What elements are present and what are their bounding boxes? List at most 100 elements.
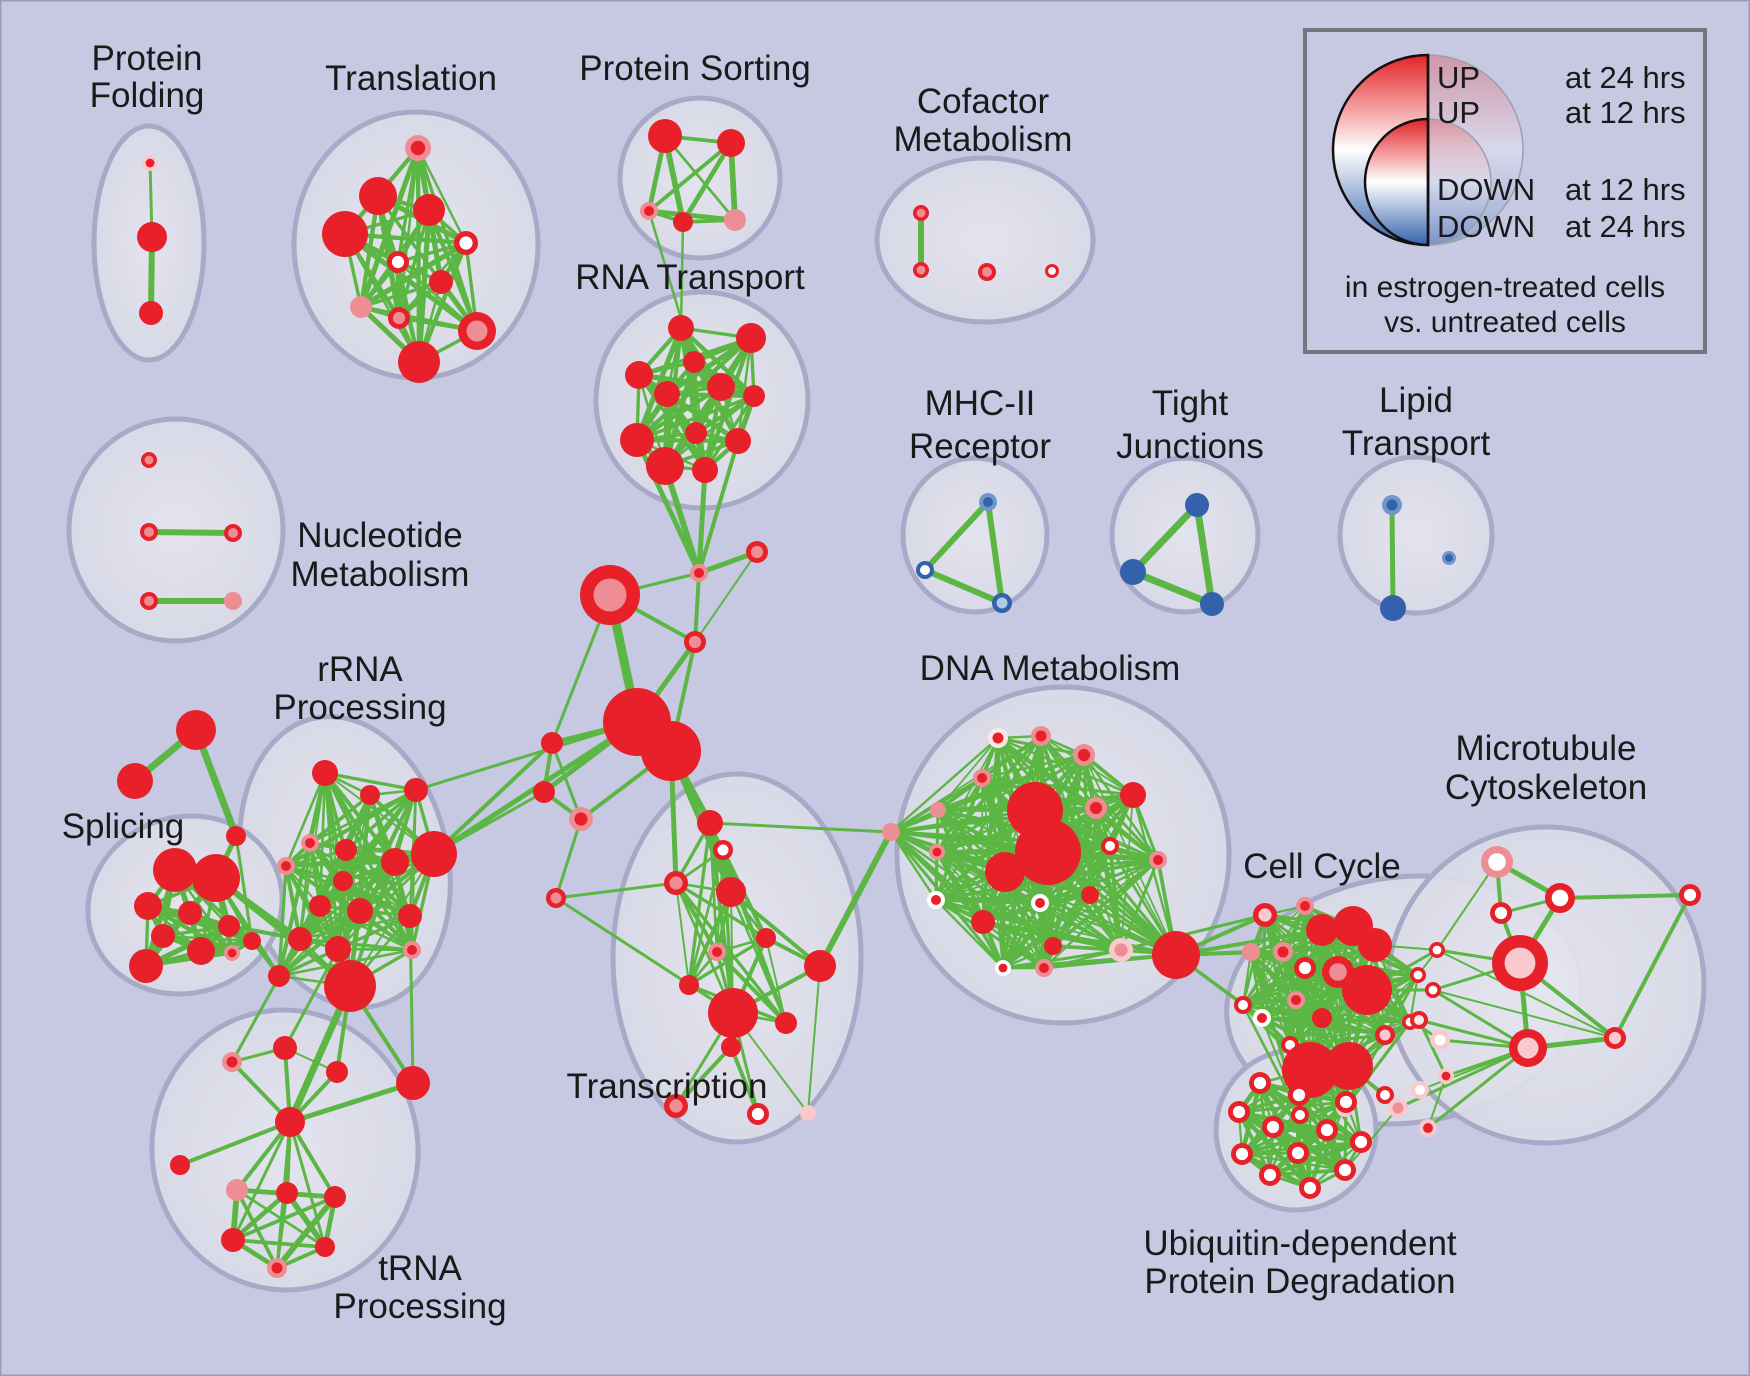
node-ring-st2 bbox=[117, 763, 153, 799]
cluster-label-cell-cycle-line1: Cell Cycle bbox=[1243, 847, 1401, 886]
edge-rna-transport bbox=[664, 335, 754, 397]
node-core-d18 bbox=[1035, 898, 1045, 908]
node-core-n2 bbox=[144, 527, 154, 537]
node-c3 bbox=[1306, 914, 1338, 946]
node-r8 bbox=[381, 848, 409, 876]
node-u5 bbox=[1262, 1116, 1284, 1138]
node-ring-tj2 bbox=[1120, 559, 1146, 585]
node-rt12 bbox=[692, 457, 718, 483]
node-core-u2 bbox=[1292, 1088, 1306, 1102]
node-tj2 bbox=[1120, 559, 1146, 585]
cluster-label-ubiquitin-degradation-line1: Ubiquitin-dependent bbox=[1143, 1224, 1457, 1263]
node-s3 bbox=[134, 892, 162, 920]
node-ring-d16 bbox=[971, 910, 995, 934]
node-ring-st1 bbox=[176, 710, 216, 750]
node-ring-ps1 bbox=[648, 119, 682, 153]
node-rt4 bbox=[683, 351, 705, 373]
node-ring-ps2 bbox=[717, 129, 745, 157]
node-m2 bbox=[1545, 883, 1575, 913]
node-core-m3 bbox=[1494, 906, 1508, 920]
node-r5 bbox=[335, 839, 357, 861]
edge bbox=[674, 1045, 733, 1108]
node-r9 bbox=[411, 831, 457, 877]
node-ring-t2 bbox=[359, 177, 397, 215]
node-rt5 bbox=[654, 381, 680, 407]
node-m1 bbox=[1481, 846, 1513, 878]
node-core-c1 bbox=[1258, 908, 1272, 922]
node-t2 bbox=[359, 177, 397, 215]
node-core-d13 bbox=[932, 847, 942, 857]
node-n2 bbox=[140, 523, 158, 541]
edge bbox=[922, 499, 991, 573]
node-c12 bbox=[1253, 1009, 1271, 1027]
node-ring-tr10 bbox=[708, 988, 758, 1038]
node-c6 bbox=[1242, 943, 1260, 961]
legend-time-4: at 24 hrs bbox=[1565, 209, 1686, 244]
node-d23 bbox=[1152, 931, 1200, 979]
edge-transcription bbox=[687, 821, 712, 987]
node-core-pf1 bbox=[145, 158, 155, 168]
node-m9 bbox=[1604, 1027, 1626, 1049]
node-cm1 bbox=[913, 205, 929, 221]
node-n4 bbox=[140, 592, 158, 610]
node-ring-tn6 bbox=[170, 1155, 190, 1175]
node-ring-s6 bbox=[151, 924, 175, 948]
node-ring-c17 bbox=[1325, 1042, 1373, 1090]
node-u8 bbox=[1231, 1143, 1253, 1165]
node-d3 bbox=[1073, 744, 1095, 766]
node-ring-rt8 bbox=[620, 423, 654, 457]
node-core-m4 bbox=[1432, 945, 1442, 955]
node-ring-r5 bbox=[335, 839, 357, 861]
node-ring-tn7 bbox=[226, 1179, 248, 1201]
node-lp3 bbox=[1442, 551, 1456, 565]
edge-cell-cycle bbox=[1241, 966, 1307, 1007]
node-ps3 bbox=[640, 202, 658, 220]
cluster-label-trna-processing-line2: Processing bbox=[333, 1287, 506, 1326]
node-core-u8 bbox=[1235, 1147, 1249, 1161]
node-tn1 bbox=[222, 1052, 242, 1072]
cluster-label-translation-line1: Translation bbox=[325, 59, 497, 98]
edge-dna bbox=[1001, 893, 1092, 970]
node-c7 bbox=[1273, 942, 1293, 962]
node-ring-r9 bbox=[411, 831, 457, 877]
legend-time-3: at 12 hrs bbox=[1565, 172, 1686, 207]
node-ps5 bbox=[724, 209, 746, 231]
node-t10 bbox=[458, 312, 496, 350]
node-tr15 bbox=[800, 1105, 816, 1121]
node-c8 bbox=[1294, 957, 1316, 979]
node-tn2 bbox=[273, 1036, 297, 1060]
node-core-c11 bbox=[1238, 1000, 1248, 1010]
node-st2 bbox=[117, 763, 153, 799]
edge-cell-cycle bbox=[1242, 951, 1284, 1006]
node-ring-rt5 bbox=[654, 381, 680, 407]
node-x1 bbox=[690, 564, 708, 582]
node-core-n1 bbox=[144, 455, 154, 465]
edge-rrna bbox=[323, 771, 418, 792]
edge-rrna bbox=[284, 771, 327, 868]
cluster-label-rna-transport-line1: RNA Transport bbox=[575, 258, 805, 297]
node-c24 bbox=[1376, 1086, 1394, 1104]
edge-rrna bbox=[298, 860, 397, 941]
node-core-c25 bbox=[1415, 1085, 1425, 1095]
node-core-tn12 bbox=[271, 1262, 283, 1274]
node-c5 bbox=[1358, 928, 1392, 962]
edge-translation bbox=[416, 146, 468, 245]
node-ring-d17 bbox=[1081, 886, 1099, 904]
node-core-c7 bbox=[1277, 946, 1289, 958]
legend-footer-line2: vs. untreated cells bbox=[1384, 306, 1626, 339]
node-core-cm2 bbox=[916, 265, 926, 275]
node-rt11 bbox=[646, 447, 684, 485]
node-s5 bbox=[218, 915, 240, 937]
node-ring-tj3 bbox=[1200, 592, 1224, 616]
node-rt2 bbox=[736, 323, 766, 353]
edge bbox=[1613, 893, 1692, 1040]
node-core-u11 bbox=[1303, 1181, 1317, 1195]
node-r16 bbox=[268, 965, 290, 987]
edge bbox=[146, 529, 236, 536]
node-rt3 bbox=[625, 361, 653, 389]
edge bbox=[283, 947, 340, 1050]
edge-rna-transport bbox=[637, 373, 707, 472]
node-tr10 bbox=[708, 988, 758, 1038]
node-c17 bbox=[1325, 1042, 1373, 1090]
